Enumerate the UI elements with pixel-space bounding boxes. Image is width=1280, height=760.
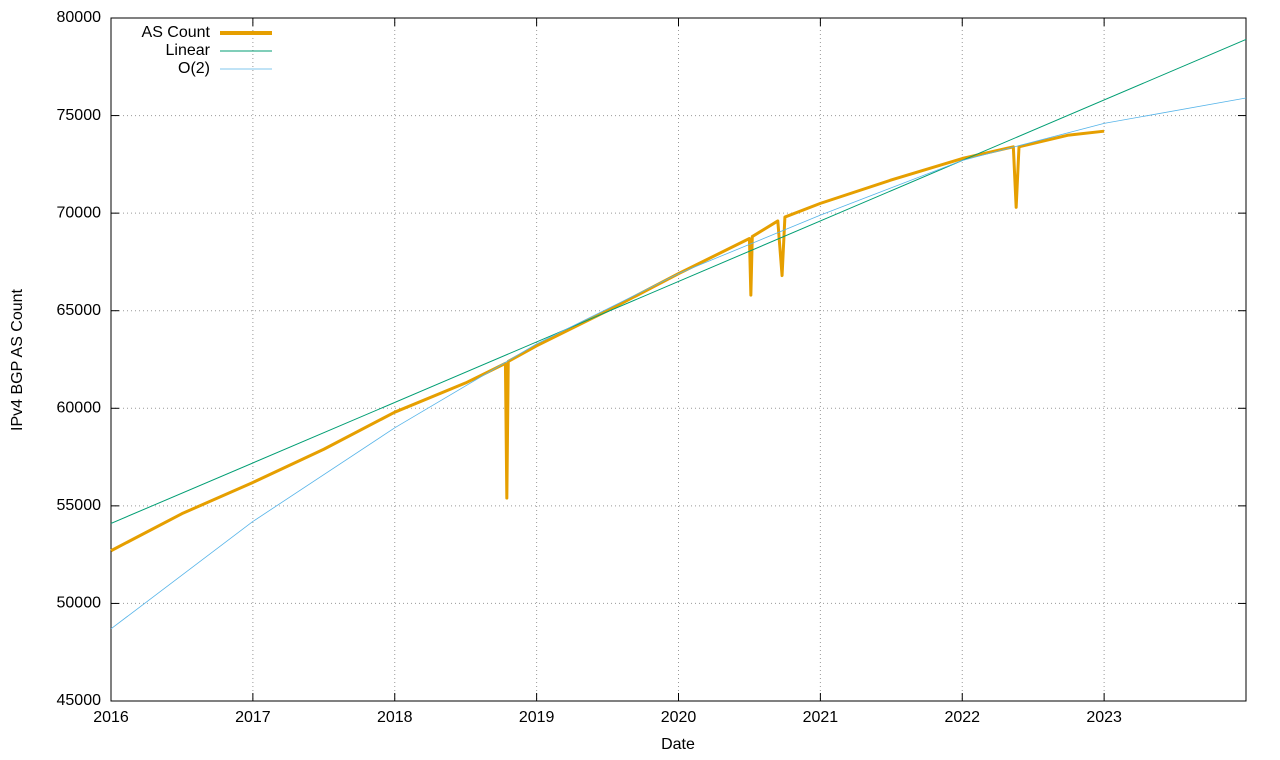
legend-label: AS Count [142, 24, 211, 41]
y-tick-label: 75000 [57, 107, 102, 124]
x-tick-label: 2020 [661, 709, 697, 726]
y-tick-label: 60000 [57, 400, 102, 417]
legend-label: Linear [166, 42, 211, 59]
plot-frame [110, 17, 1247, 702]
x-tick-label: 2019 [519, 709, 555, 726]
y-tick-label: 80000 [57, 9, 102, 26]
x-tick-label: 2017 [235, 709, 271, 726]
x-axis-title: Date [661, 736, 695, 753]
series-line [110, 39, 1247, 524]
legend-label: O(2) [178, 60, 210, 77]
x-tick-label: 2021 [803, 709, 839, 726]
y-tick-label: 65000 [57, 302, 102, 319]
series-line [110, 97, 1247, 630]
y-axis-title: IPv4 BGP AS Count [9, 288, 26, 431]
x-tick-label: 2018 [377, 709, 413, 726]
x-tick-label: 2023 [1086, 709, 1122, 726]
x-tick-label: 2022 [944, 709, 980, 726]
y-tick-label: 70000 [57, 204, 102, 221]
series-line [110, 129, 1105, 553]
y-tick-label: 55000 [57, 497, 102, 514]
x-tick-label: 2016 [93, 709, 129, 726]
y-tick-label: 50000 [57, 595, 102, 612]
y-tick-label: 45000 [57, 692, 102, 709]
